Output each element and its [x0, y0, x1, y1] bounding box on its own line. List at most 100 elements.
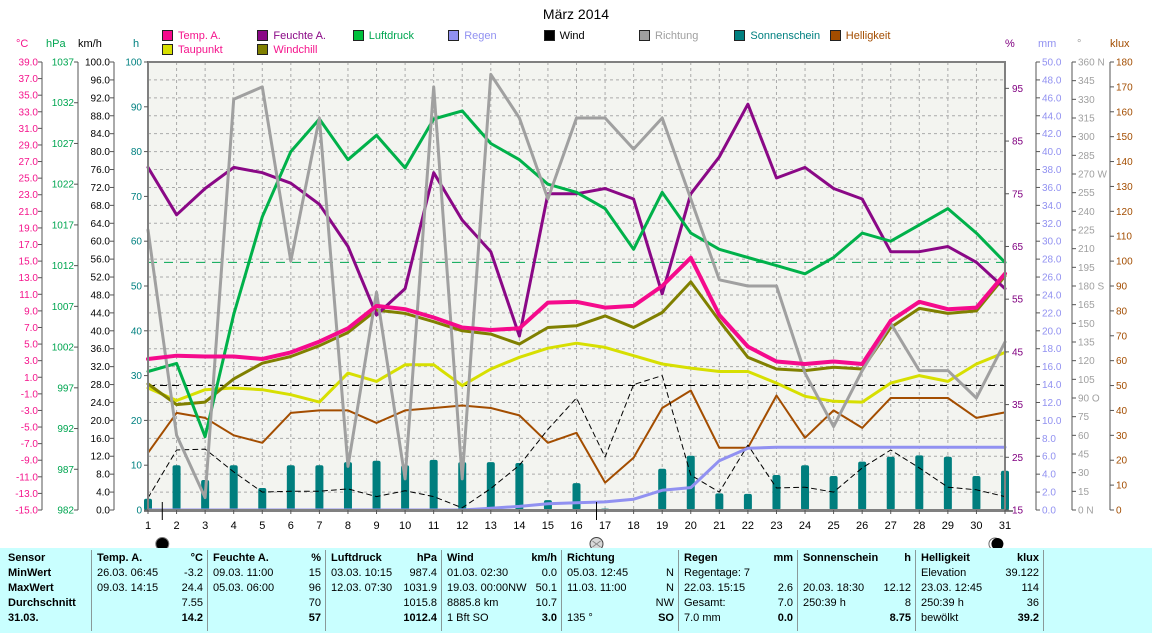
table-cell-label: Gesamt: [684, 597, 726, 609]
table-cell-value: N [666, 582, 674, 594]
table-cell-label: Feuchte A. [213, 552, 269, 564]
legend-item-regen: Regen [448, 29, 497, 42]
table-cell-label: Wind [447, 552, 474, 564]
axis-scale-klux: 1801701601501401301201101009080706050403… [1109, 58, 1133, 517]
svg-text:84.0: 84.0 [91, 129, 111, 140]
table-cell-label: Helligkeit [921, 552, 970, 564]
bar-day-13 [486, 462, 495, 510]
table-row: 23.03. 12:45 114 [921, 581, 1039, 596]
svg-text:40: 40 [1116, 406, 1128, 417]
table-cell-value: 8.75 [889, 612, 911, 624]
svg-text:33.0: 33.0 [19, 107, 39, 118]
table-row: 70 [213, 596, 321, 611]
svg-text:28.0: 28.0 [91, 380, 111, 391]
legend-label: Luftdruck [368, 29, 415, 42]
svg-text:-15.0: -15.0 [15, 506, 38, 517]
day-label-15: 15 [542, 520, 554, 532]
table-cell-value: SO [658, 612, 674, 624]
table-row: bewölkt 39.2 [921, 611, 1039, 626]
svg-text:3.0: 3.0 [24, 356, 38, 367]
svg-text:22.0: 22.0 [1042, 308, 1062, 319]
table-cell-label: 23.03. 12:45 [921, 582, 983, 594]
day-label-28: 28 [913, 520, 925, 532]
svg-text:0: 0 [136, 506, 142, 517]
svg-text:15.0: 15.0 [19, 257, 39, 268]
bar-day-5 [258, 488, 267, 510]
svg-text:60: 60 [1116, 356, 1128, 367]
table-cell-value: 1015.8 [403, 597, 437, 609]
table-cell-value: 36 [1026, 597, 1039, 609]
svg-text:60.0: 60.0 [91, 237, 111, 248]
legend-label: Helligkeit [845, 29, 891, 42]
table-column-luftdruck: Luftdruck hPa 03.03. 10:15 987.4 12.03. 07:3… [331, 551, 437, 626]
day-label-8: 8 [345, 520, 351, 532]
svg-text:48.0: 48.0 [1042, 75, 1062, 86]
svg-text:28.0: 28.0 [1042, 255, 1062, 266]
table-row: 01.03. 02:30 0.0 [447, 566, 557, 581]
table-cell-value: % [311, 552, 321, 564]
legend-label: Feuchte A. [273, 29, 326, 42]
legend-swatch-luftdruck [352, 30, 364, 41]
table-cell-value: mm [773, 552, 793, 564]
table-cell-label: bewölkt [921, 612, 959, 624]
svg-text:8.0: 8.0 [96, 470, 110, 481]
day-label-16: 16 [570, 520, 582, 532]
axis-scale-: 95 85 75 65 55 45 35 25 15 [1005, 84, 1024, 517]
svg-text:45: 45 [1078, 450, 1090, 461]
table-cell-label: 19.03. 00:00NW [447, 582, 527, 594]
svg-text:100: 100 [125, 58, 142, 69]
svg-text:90: 90 [131, 102, 143, 113]
svg-text:88.0: 88.0 [91, 111, 111, 122]
table-row: 8885.8 km 10.7 [447, 596, 557, 611]
table-cell-value: km/h [531, 552, 557, 564]
svg-text:90: 90 [1116, 282, 1128, 293]
table-column-sonnenschein: Sonnenschein h 20.03. 18:30 12.12 250:39 h 8 8… [803, 551, 911, 626]
table-cell-value: klux [1016, 552, 1039, 564]
table-cell-value: NW [655, 597, 674, 609]
svg-text:85: 85 [1012, 137, 1024, 148]
moon-phase-markers [155, 502, 1004, 548]
table-row: 19.03. 00:00NW 50.1 [447, 581, 557, 596]
day-label-14: 14 [513, 520, 525, 532]
table-row: Sensor [8, 551, 88, 566]
table-row: 250:39 h 36 [921, 596, 1039, 611]
table-cell-value: 114 [1021, 582, 1039, 594]
table-cell-value: 12.12 [883, 582, 911, 594]
svg-text:26.0: 26.0 [1042, 273, 1062, 284]
legend-swatch-feuchte-a [257, 30, 269, 41]
bar-day-20 [686, 455, 695, 510]
table-cell-value: N [666, 567, 674, 579]
table-row [803, 566, 911, 581]
reference-lines [148, 261, 1005, 387]
table-cell-label: Sonnenschein [803, 552, 879, 564]
day-label-12: 12 [456, 520, 468, 532]
table-separator [207, 550, 208, 631]
svg-text:30: 30 [1116, 431, 1128, 442]
svg-text:240: 240 [1078, 207, 1095, 218]
table-cell-value: °C [190, 552, 203, 564]
axis-unit-mm: mm [1038, 38, 1057, 50]
svg-text:80.0: 80.0 [91, 147, 111, 158]
table-cell-label: Regentage: 7 [684, 567, 751, 579]
table-column-wind: Wind km/h 01.03. 02:30 0.0 19.03. 00:00NW 50.… [447, 551, 557, 626]
table-separator [1043, 550, 1044, 631]
svg-text:20.0: 20.0 [91, 416, 111, 427]
legend-item-luftdruck: Luftdruck [352, 29, 415, 42]
svg-text:15: 15 [1012, 506, 1024, 517]
table-cell-label: 20.03. 18:30 [803, 582, 865, 594]
svg-text:12.0: 12.0 [91, 452, 111, 463]
axis-scale-hpa: 1037 1032 1027 1022 1017 1012 1007 1002 997 992 98… [52, 58, 79, 517]
legend-item-temp-a: Temp. A. [162, 29, 221, 42]
legend-item-windchill: Windchill [257, 43, 317, 56]
table-column-helligkeit: Helligkeit klux Elevation 39.122 23.03. 12:4… [921, 551, 1039, 626]
table-row: 20.03. 18:30 12.12 [803, 581, 911, 596]
table-row: 12.03. 07:30 1031.9 [331, 581, 437, 596]
axis-unit-h: h [133, 38, 140, 50]
table-cell-value: 8 [904, 597, 911, 609]
table-row: Gesamt: 7.0 [684, 596, 793, 611]
table-cell-value: 57 [308, 612, 321, 624]
legend-label: Richtung [655, 29, 699, 42]
day-label-27: 27 [885, 520, 897, 532]
table-row: 09.03. 14:15 24.4 [97, 581, 203, 596]
table-separator [678, 550, 679, 631]
